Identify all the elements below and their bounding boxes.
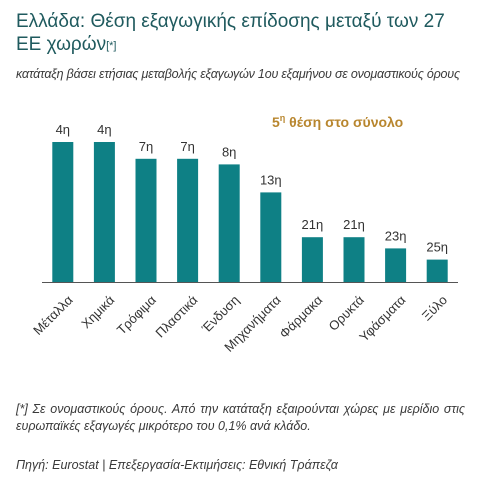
- bar-value-label: 23η: [385, 228, 407, 243]
- bar-value-label: 7η: [180, 139, 194, 154]
- x-tick-label: Χημικά: [78, 292, 117, 331]
- bar-2: [93, 142, 115, 282]
- footnote: [*] Σε ονομαστικούς όρους. Από την κατάτ…: [16, 402, 465, 433]
- overall-rank-callout: 5η θέση στο σύνολο: [272, 113, 404, 130]
- bar-9: [385, 248, 407, 282]
- x-tick-label: Μέταλλα: [30, 292, 76, 338]
- bar-value-label: 25η: [426, 240, 448, 255]
- source-note: Πηγή: Eurostat | Επεξεργασία-Εκτιμήσεις:…: [16, 458, 338, 472]
- overall-rank-number: 5: [272, 114, 280, 130]
- bar-6: [260, 192, 282, 282]
- bar-8: [343, 237, 365, 282]
- bar-value-label: 4η: [56, 122, 70, 137]
- title-footnote-marker: [*]: [106, 40, 117, 52]
- x-tick-label: Ξύλο: [419, 292, 450, 323]
- bar-7: [301, 237, 323, 282]
- x-tick-label: Φάρμακα: [276, 292, 325, 341]
- bar-value-label: 7η: [139, 139, 153, 154]
- bar-3: [135, 158, 157, 282]
- bar-value-label: 4η: [97, 122, 111, 137]
- chart-subtitle: κατάταξη βάσει ετήσιας μεταβολής εξαγωγώ…: [16, 67, 460, 81]
- bar-value-label: 21η: [343, 217, 365, 232]
- overall-rank-text: θέση στο σύνολο: [285, 114, 404, 130]
- bar-10: [426, 259, 448, 282]
- bar-value-label: 13η: [260, 172, 282, 187]
- bar-value-label: 21η: [302, 217, 324, 232]
- x-tick-label: Υφάσματα: [356, 292, 409, 345]
- x-tick-label: Ορυκτά: [325, 292, 367, 334]
- overall-rank-suffix: η: [279, 113, 286, 123]
- bar-chart: 4ηΜέταλλα4ηΧημικά7ηΤρόφιμα7ηΠλαστικά8ηΈν…: [30, 122, 458, 355]
- bar-1: [52, 142, 74, 282]
- x-tick-label: Πλαστικά: [152, 292, 201, 341]
- chart-title-text: Ελλάδα: Θέση εξαγωγικής επίδοσης μεταξύ …: [16, 11, 445, 55]
- chart-title: Ελλάδα: Θέση εξαγωγικής επίδοσης μεταξύ …: [16, 10, 471, 56]
- bar-value-label: 8η: [222, 144, 236, 159]
- bar-4: [177, 158, 199, 282]
- bar-5: [218, 164, 240, 282]
